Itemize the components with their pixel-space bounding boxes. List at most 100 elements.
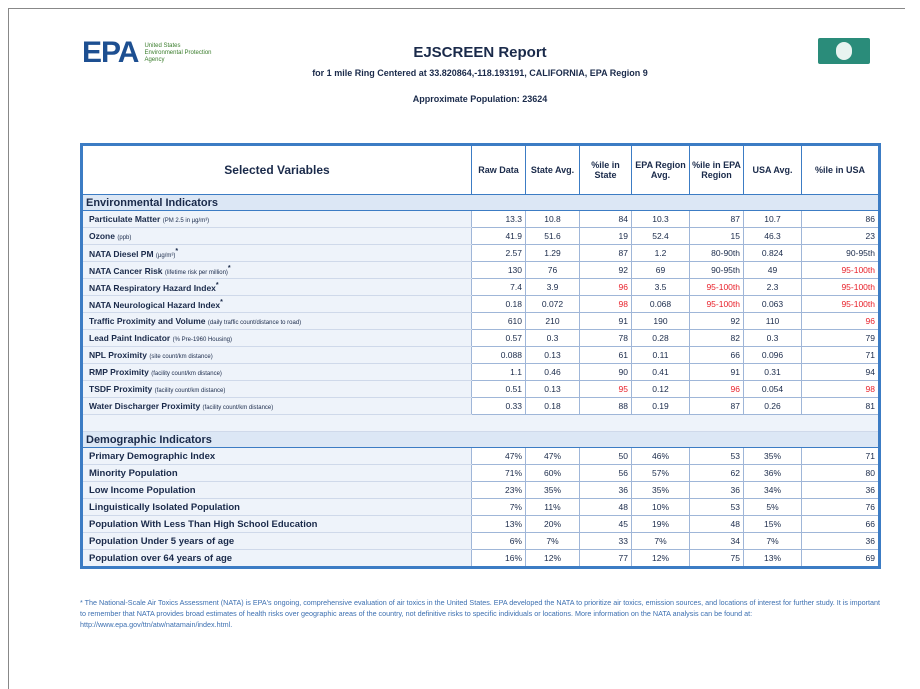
- cell: 33: [579, 532, 632, 550]
- cell: 10.7: [743, 210, 802, 228]
- cell: 50: [579, 447, 632, 465]
- cell: 95-100th: [689, 295, 744, 313]
- row-name: Water Discharger Proximity: [89, 401, 201, 411]
- report-title: EJSCREEN Report: [413, 44, 547, 61]
- cell: 80: [801, 464, 880, 482]
- cell: 35%: [525, 481, 580, 499]
- cell: 66: [689, 346, 744, 364]
- cell: 10.3: [631, 210, 690, 228]
- row-unit: (lifetime risk per million): [164, 269, 228, 276]
- cell: 96: [801, 312, 880, 330]
- cell: 35%: [743, 447, 802, 465]
- cell: 5%: [743, 498, 802, 516]
- row-label: NATA Cancer Risk (lifetime risk per mill…: [81, 261, 472, 279]
- table-body: Environmental Indicators Particulate Matt…: [81, 194, 880, 568]
- data-row: Population over 64 years of age 16% 12% 77 1…: [81, 549, 880, 568]
- cell: 7.4: [471, 278, 526, 296]
- cell: 13%: [471, 515, 526, 533]
- cell: 48: [579, 498, 632, 516]
- cell: 46%: [631, 447, 690, 465]
- column-header: %ile in EPA Region: [689, 144, 744, 195]
- cell: 95-100th: [689, 278, 744, 296]
- column-header: Selected Variables: [81, 144, 472, 195]
- cell: 84: [579, 210, 632, 228]
- cell: 0.41: [631, 363, 690, 381]
- footnote-mark: *: [175, 247, 179, 256]
- row-label: Lead Paint Indicator (% Pre-1960 Housing…: [81, 329, 472, 347]
- row-unit: (ppb): [117, 235, 132, 241]
- row-name: Traffic Proximity and Volume: [89, 316, 206, 326]
- cell: 0.12: [631, 380, 690, 398]
- row-label: RMP Proximity (facility count/km distanc…: [81, 363, 472, 381]
- data-row: Minority Population 71% 60% 56 57% 62 36% 80: [81, 464, 880, 482]
- row-unit: (site count/km distance): [149, 354, 213, 360]
- cell: 48: [689, 515, 744, 533]
- cell: 79: [801, 329, 880, 347]
- cell: 66: [801, 515, 880, 533]
- cell: 2.3: [743, 278, 802, 296]
- cell: 3.9: [525, 278, 580, 296]
- data-row: Primary Demographic Index 47% 47% 50 46% 53 35…: [81, 447, 880, 465]
- row-label: Population With Less Than High School Ed…: [81, 515, 472, 533]
- row-name: RMP Proximity: [89, 367, 149, 377]
- data-row: Population With Less Than High School Ed…: [81, 515, 880, 533]
- row-name: NATA Cancer Risk: [89, 265, 163, 276]
- cell: 46.3: [743, 227, 802, 245]
- agency-full: United States Environmental Protection A…: [144, 43, 211, 64]
- cell: 3.5: [631, 278, 690, 296]
- report-table: Selected Variables Raw Data State Avg. %ile…: [80, 143, 881, 569]
- cell: 20%: [525, 515, 580, 533]
- data-row: NATA Neurological Hazard Index* 0.18 0.072…: [81, 295, 880, 313]
- cell: 130: [471, 261, 526, 279]
- row-name: NATA Neurological Hazard Index: [89, 299, 221, 310]
- cell: 19%: [631, 515, 690, 533]
- cell: 86: [801, 210, 880, 228]
- ejscreen-logo: [818, 38, 870, 64]
- cell: 95: [579, 380, 632, 398]
- cell: 75: [689, 549, 744, 568]
- cell: 47%: [525, 447, 580, 465]
- agency-line: Environmental Protection: [144, 49, 212, 56]
- row-label: Particulate Matter (PM 2.5 in µg/m³): [81, 210, 472, 228]
- cell: 60%: [525, 464, 580, 482]
- footnote: * The National-Scale Air Toxics Assessme…: [80, 598, 880, 629]
- data-row: Population Under 5 years of age 6% 7% 33 7% 3…: [81, 532, 880, 550]
- cell: 36: [689, 481, 744, 499]
- cell: 0.46: [525, 363, 580, 381]
- agency-line: Agency: [144, 56, 165, 63]
- cell: 96: [689, 380, 744, 398]
- cell: 87: [689, 397, 744, 415]
- footnote-mark: *: [227, 264, 231, 273]
- data-row: TSDF Proximity (facility count/km distan…: [81, 380, 880, 398]
- cell: 95-100th: [801, 278, 880, 296]
- row-label: Population Under 5 years of age: [81, 532, 472, 550]
- cell: 10.8: [525, 210, 580, 228]
- column-header: %ile in State: [579, 144, 632, 195]
- cell: 0.3: [743, 329, 802, 347]
- cell: 61: [579, 346, 632, 364]
- data-row: NPL Proximity (site count/km distance) 0.…: [81, 346, 880, 364]
- cell: 0.57: [471, 329, 526, 347]
- row-name: Population over 64 years of age: [89, 552, 233, 564]
- cell: 19: [579, 227, 632, 245]
- cell: 81: [801, 397, 880, 415]
- cell: 12%: [525, 549, 580, 568]
- row-label: NATA Respiratory Hazard Index*: [81, 278, 472, 296]
- row-name: NATA Diesel PM: [89, 248, 154, 259]
- cell: 35%: [631, 481, 690, 499]
- footnote-mark: *: [220, 298, 223, 307]
- cell: 0.054: [743, 380, 802, 398]
- row-label: Primary Demographic Index: [81, 447, 472, 465]
- section-title: Demographic Indicators: [81, 431, 880, 448]
- cell: 1.29: [525, 244, 580, 262]
- cell: 0.072: [525, 295, 580, 313]
- cell: 0.28: [631, 329, 690, 347]
- cell: 0.19: [631, 397, 690, 415]
- row-label: Ozone (ppb): [81, 227, 472, 245]
- column-header: Raw Data: [471, 144, 526, 195]
- cell: 7%: [525, 532, 580, 550]
- cell: 56: [579, 464, 632, 482]
- cell: 110: [743, 312, 802, 330]
- cell: 90-95th: [801, 244, 880, 262]
- data-row: Low Income Population 23% 35% 36 35% 36 34% 36: [81, 481, 880, 499]
